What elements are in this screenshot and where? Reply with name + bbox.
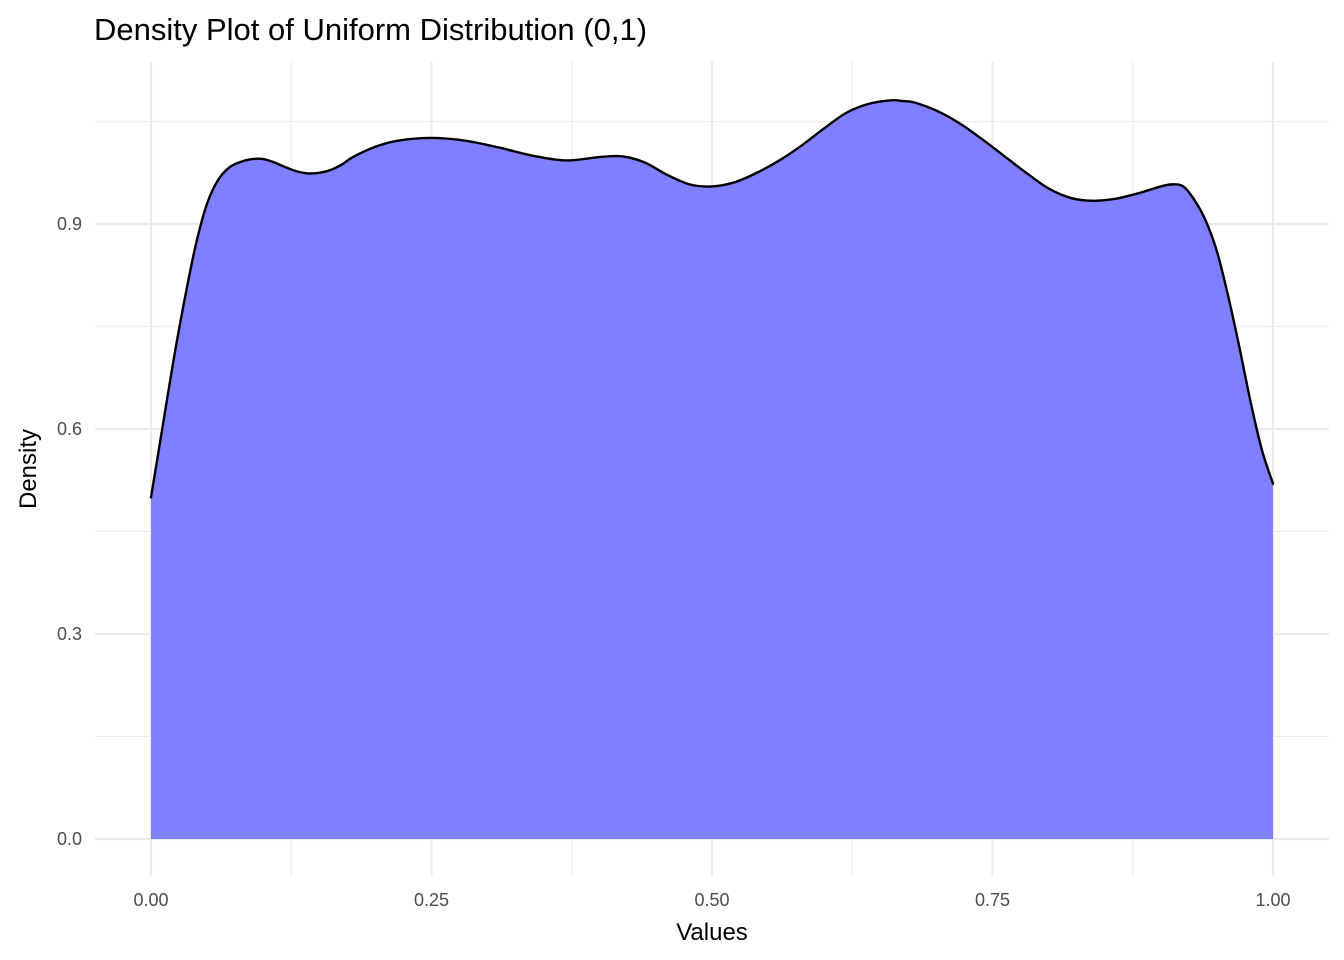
axis-layer: 0.00 0.25 0.50 0.75 1.00 0.0 0.3 0.6 0.9 bbox=[57, 214, 1291, 910]
y-tick-label: 0.3 bbox=[57, 624, 82, 644]
data-layer bbox=[149, 98, 1275, 840]
x-tick-label: 0.75 bbox=[975, 890, 1010, 910]
x-tick-label: 0.25 bbox=[414, 890, 449, 910]
x-tick-label: 0.00 bbox=[133, 890, 168, 910]
x-tick-label: 1.00 bbox=[1255, 890, 1290, 910]
x-tick-label: 0.50 bbox=[694, 890, 729, 910]
x-axis-title: Values bbox=[676, 919, 748, 946]
y-axis-title: Density bbox=[15, 429, 42, 509]
y-tick-label: 0.0 bbox=[57, 829, 82, 849]
y-tick-label: 0.9 bbox=[57, 214, 82, 234]
chart-title: Density Plot of Uniform Distribution (0,… bbox=[94, 12, 647, 47]
density-area bbox=[151, 100, 1273, 840]
density-line bbox=[149, 98, 1275, 499]
y-tick-label: 0.6 bbox=[57, 419, 82, 439]
